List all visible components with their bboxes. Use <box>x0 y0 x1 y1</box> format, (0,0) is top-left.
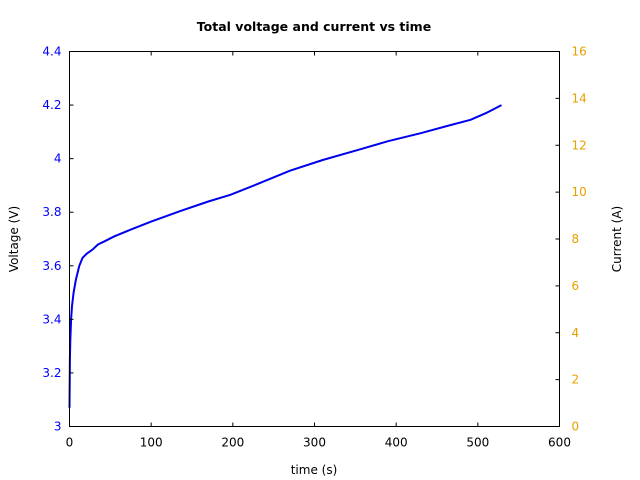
y2-axis-label: Current (A) <box>610 206 624 272</box>
x-tick-label: 200 <box>221 436 244 450</box>
x-tick-label: 0 <box>66 436 74 450</box>
y2-tick-label: 6 <box>572 279 580 293</box>
y-tick-label: 4 <box>54 152 62 166</box>
y2-axis-ticks: 0 2 4 6 8 10 12 14 16 <box>555 45 587 434</box>
x-tick-label: 600 <box>548 436 571 450</box>
y2-tick-label: 14 <box>572 91 587 105</box>
y2-tick-label: 0 <box>572 420 580 434</box>
x-tick-label: 100 <box>140 436 163 450</box>
y-tick-label: 3 <box>54 420 62 434</box>
y2-tick-label: 2 <box>572 373 580 387</box>
y2-tick-label: 12 <box>572 138 587 152</box>
y-tick-label: 4.2 <box>42 98 61 112</box>
y2-tick-label: 10 <box>572 185 587 199</box>
series-line-voltage <box>68 104 502 408</box>
y2-tick-label: 4 <box>572 326 580 340</box>
x-tick-label: 400 <box>385 436 408 450</box>
x-axis-ticks: 0 100 200 300 400 500 600 <box>66 51 571 450</box>
y-tick-label: 4.4 <box>42 45 61 59</box>
chart-title: Total voltage and current vs time <box>197 19 431 34</box>
x-axis-label: time (s) <box>291 463 338 477</box>
y-axis-label: Voltage (V) <box>7 206 21 272</box>
y-axis-ticks: 3 3.2 3.4 3.6 3.8 4 4.2 4.4 <box>42 45 74 434</box>
x-tick-label: 500 <box>466 436 489 450</box>
y-tick-label: 3.2 <box>42 366 61 380</box>
y-tick-label: 3.4 <box>42 312 61 326</box>
y2-tick-label: 8 <box>572 232 580 246</box>
voltage-line <box>68 104 502 408</box>
y-tick-label: 3.6 <box>42 259 61 273</box>
plot-frame <box>69 51 560 427</box>
y-tick-label: 3.8 <box>42 205 61 219</box>
x-tick-label: 300 <box>303 436 326 450</box>
y2-tick-label: 16 <box>572 45 587 59</box>
